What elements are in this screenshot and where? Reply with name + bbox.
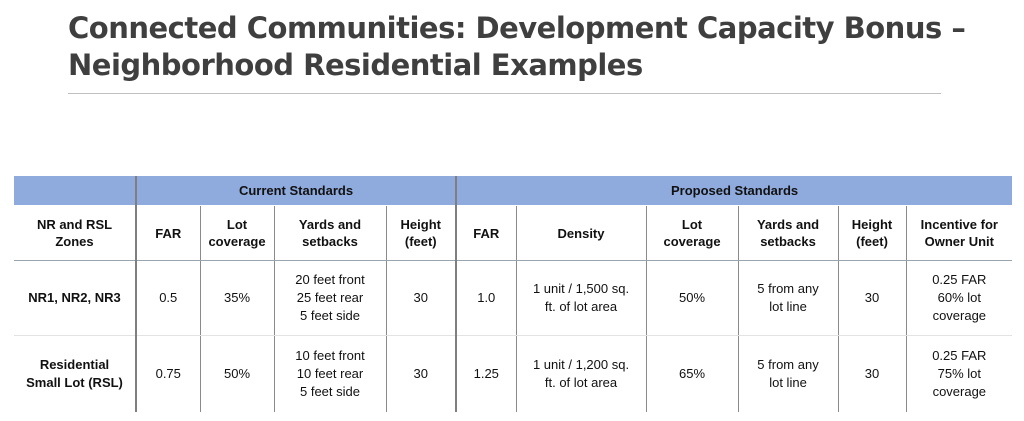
header-current-yards: Yards and setbacks [274, 205, 387, 261]
header-proposed-yards: Yards and setbacks [738, 205, 839, 261]
header-proposed-lot-coverage: Lot coverage [646, 205, 739, 261]
cell-current-height: 30 [386, 335, 458, 412]
cell-proposed-lot-coverage: 50% [646, 260, 739, 336]
cell-current-lot-coverage: 50% [200, 335, 275, 412]
cell-proposed-lot-coverage: 65% [646, 335, 739, 412]
header-proposed-far: FAR [456, 205, 517, 261]
page-title-line-2: Neighborhood Residential Examples [68, 48, 643, 82]
cell-proposed-incentive: 0.25 FAR 60% lot coverage [906, 260, 1013, 336]
cell-proposed-yards: 5 from any lot line [738, 335, 839, 412]
cell-zone: NR1, NR2, NR3 [14, 260, 137, 336]
table-row: NR1, NR2, NR3 0.5 35% 20 feet front 25 f… [14, 260, 1013, 336]
header-proposed-incentive: Incentive for Owner Unit [906, 205, 1013, 261]
header-zone: NR and RSL Zones [14, 205, 137, 261]
cell-current-far: 0.75 [136, 335, 201, 412]
cell-proposed-height: 30 [838, 260, 907, 336]
cell-current-height: 30 [386, 260, 458, 336]
cell-current-yards: 10 feet front 10 feet rear 5 feet side [274, 335, 387, 412]
header-current-height: Height (feet) [386, 205, 458, 261]
cell-proposed-far: 1.0 [456, 260, 517, 336]
group-header-blank [14, 176, 137, 206]
page-title: Connected Communities: Development Capac… [68, 10, 966, 84]
column-header-row: NR and RSL Zones FAR Lot coverage Yards … [14, 205, 1013, 261]
header-current-far: FAR [136, 205, 201, 261]
cell-current-yards: 20 feet front 25 feet rear 5 feet side [274, 260, 387, 336]
table-row: Residential Small Lot (RSL) 0.75 50% 10 … [14, 335, 1012, 412]
cell-proposed-yards: 5 from any lot line [738, 260, 839, 336]
cell-current-far: 0.5 [136, 260, 201, 336]
cell-proposed-far: 1.25 [456, 335, 517, 412]
header-proposed-height: Height (feet) [838, 205, 907, 261]
title-divider [68, 93, 941, 94]
cell-proposed-height: 30 [838, 335, 907, 412]
group-header-row: Current Standards Proposed Standards [14, 176, 1013, 206]
header-proposed-density: Density [516, 205, 647, 261]
cell-current-lot-coverage: 35% [200, 260, 275, 336]
group-header-proposed: Proposed Standards [456, 176, 1013, 206]
header-current-lot-coverage: Lot coverage [200, 205, 275, 261]
cell-proposed-density: 1 unit / 1,500 sq. ft. of lot area [516, 260, 647, 336]
page-title-line-1: Connected Communities: Development Capac… [68, 11, 966, 45]
cell-proposed-incentive: 0.25 FAR 75% lot coverage [932, 348, 987, 399]
cell-zone: Residential Small Lot (RSL) [14, 335, 137, 412]
group-header-current: Current Standards [136, 176, 458, 206]
cell-proposed-density: 1 unit / 1,200 sq. ft. of lot area [516, 335, 647, 412]
standards-table: Current Standards Proposed Standards NR … [14, 176, 1013, 412]
